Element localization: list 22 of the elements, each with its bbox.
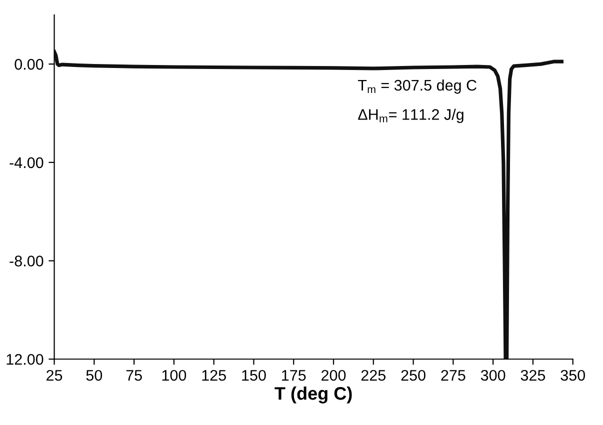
x-tick-label: 75 [126,370,142,381]
y-tick-label: 0.00 [14,58,44,70]
x-tick-label: 300 [480,370,506,381]
annotation: T$_{m}$ = 307.5 deg C [358,79,476,94]
x-tick-label: 175 [282,370,306,381]
x-tick-label: 225 [361,370,386,381]
x-tick-label: 200 [322,370,346,381]
x-tick-label: 350 [560,370,585,381]
x-tick-label: 325 [520,370,546,381]
x-axis-title: T (deg C) [274,386,352,404]
annotation: ΔH$_{m}$= 111.2 J/g [358,108,464,123]
x-tick-label: 150 [242,370,266,381]
y-tick-label: -4.00 [10,157,44,168]
x-tick-label: 125 [202,370,226,381]
x-tick-label: 50 [86,370,102,381]
x-tick-label: 250 [401,370,426,381]
x-tick-label: 100 [162,370,186,381]
line-series [54,50,564,360]
x-tick-label: 25 [46,370,62,381]
x-tick-label: 275 [441,370,466,381]
y-tick-label: 12.00 [6,354,44,365]
y-tick-label: -8.00 [10,256,44,266]
